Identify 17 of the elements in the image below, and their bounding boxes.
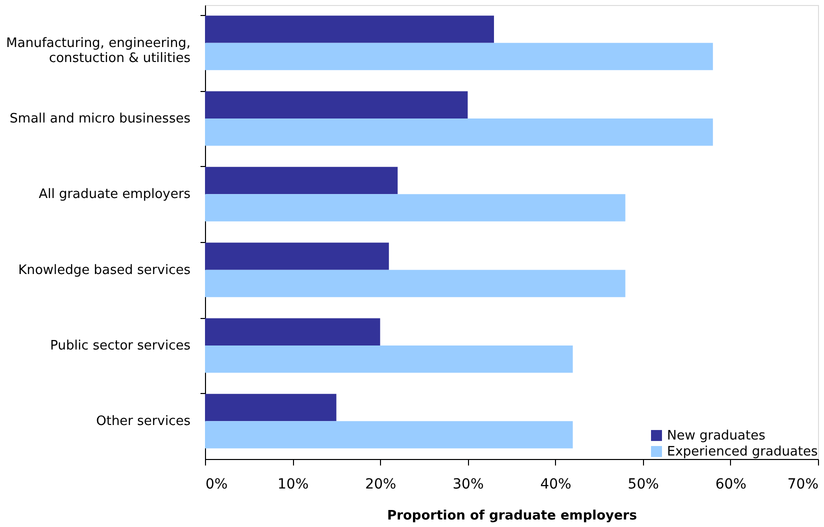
y-tick-label: Manufacturing, engineering, constuction & utilities [6, 36, 191, 66]
x-tick-label: 30% [452, 476, 484, 492]
x-tick-label: 10% [278, 476, 309, 492]
x-tick-label: 0% [206, 476, 228, 492]
x-tick-label: 50% [628, 476, 659, 492]
y-tick-label: All graduate employers [38, 187, 191, 202]
legend-label: Experienced graduates [667, 444, 818, 460]
y-tick-label: Small and micro businesses [10, 112, 191, 126]
legend-label: New graduates [667, 428, 766, 444]
y-tick-label: Other services [96, 414, 191, 430]
y-tick-label: Knowledge based services [18, 262, 191, 278]
x-tick-label: 40% [540, 476, 572, 492]
x-axis-title: Proportion of graduate employers [387, 508, 638, 524]
x-tick-label: 70% [787, 476, 818, 492]
y-tick-label: Public sector services [50, 338, 191, 354]
x-tick-label: 60% [715, 476, 746, 492]
x-tick-label: 20% [365, 476, 396, 492]
